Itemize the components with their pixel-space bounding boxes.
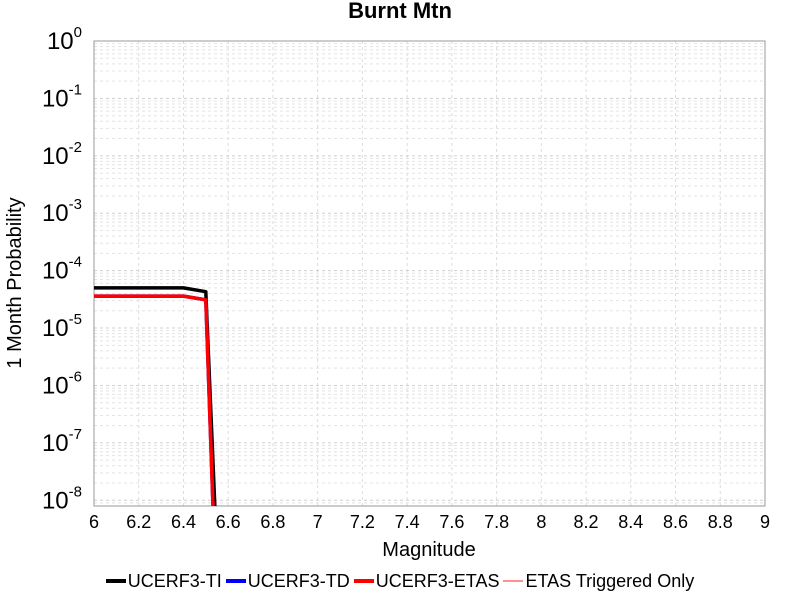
y-tick-label: 100 [47, 24, 82, 55]
y-axis-label: 1 Month Probability [4, 197, 26, 368]
legend-label: UCERF3-TD [248, 571, 350, 592]
grid-layer [94, 41, 765, 506]
x-tick-label: 7.8 [484, 512, 509, 532]
y-tick-label: 10-5 [42, 311, 82, 342]
x-tick-label: 9 [760, 512, 770, 532]
x-tick-label: 7.4 [395, 512, 420, 532]
x-tick-label: 8.2 [574, 512, 599, 532]
legend: UCERF3-TI UCERF3-TD UCERF3-ETAS ETAS Trigge… [0, 568, 800, 594]
x-tick-label: 6 [89, 512, 99, 532]
chart-title: Burnt Mtn [348, 0, 452, 23]
y-tick-label: 10-6 [42, 368, 82, 399]
y-tick-label: 10-2 [42, 139, 82, 170]
legend-item: UCERF3-TI [106, 571, 222, 592]
y-tick-label: 10-8 [42, 483, 82, 514]
series-line-ucerf3-td [94, 296, 215, 558]
x-tick-label: 6.4 [171, 512, 196, 532]
y-tick-label: 10-3 [42, 196, 82, 227]
legend-label: UCERF3-TI [128, 571, 222, 592]
x-tick-label: 8 [536, 512, 546, 532]
x-tick-label: 8.8 [708, 512, 733, 532]
x-tick-label: 7.6 [439, 512, 464, 532]
x-tick-label: 8.4 [618, 512, 643, 532]
legend-swatch [354, 579, 374, 583]
legend-swatch [226, 579, 246, 583]
legend-label: ETAS Triggered Only [525, 571, 694, 592]
legend-item: ETAS Triggered Only [503, 571, 694, 592]
series-line-ucerf3-etas [94, 296, 215, 558]
x-tick-label: 7 [313, 512, 323, 532]
legend-label: UCERF3-ETAS [376, 571, 500, 592]
legend-swatch [503, 580, 523, 582]
x-tick-label: 8.6 [663, 512, 688, 532]
x-tick-label: 7.2 [350, 512, 375, 532]
y-tick-label: 10-7 [42, 426, 82, 457]
x-axis-label: Magnitude [382, 539, 475, 561]
x-tick-label: 6.6 [216, 512, 241, 532]
legend-swatch [106, 579, 126, 583]
x-tick-label: 6.8 [260, 512, 285, 532]
legend-item: UCERF3-TD [226, 571, 350, 592]
x-tick-label: 6.2 [126, 512, 151, 532]
y-tick-label: 10-1 [42, 81, 82, 112]
y-tick-label: 10-4 [42, 254, 82, 285]
legend-item: UCERF3-ETAS [354, 571, 500, 592]
